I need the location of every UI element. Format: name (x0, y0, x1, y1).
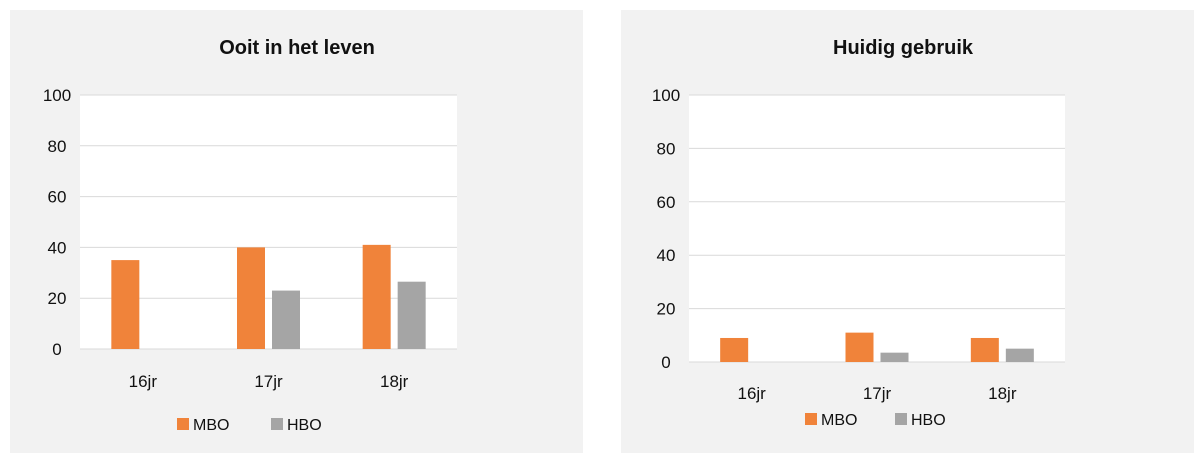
y-tick-label-ooit-20: 20 (48, 289, 67, 308)
legend-label-mbo: MBO (193, 417, 229, 434)
y-tick-label-huidig-40: 40 (657, 246, 676, 265)
y-tick-label-huidig-80: 80 (657, 139, 676, 158)
y-tick-label-huidig-100: 100 (652, 86, 680, 105)
legend-label-hbo: HBO (911, 412, 946, 429)
y-tick-label-huidig-20: 20 (657, 300, 676, 319)
bar-huidig-mbo-16jr (720, 337, 749, 362)
y-tick-label-huidig-60: 60 (657, 193, 676, 212)
legend-swatch-mbo (805, 413, 817, 425)
legend-label-hbo: HBO (287, 417, 322, 434)
legend-label-mbo: MBO (821, 412, 857, 429)
bar-huidig-hbo-17jr (880, 352, 909, 362)
x-tick-label-ooit-17jr: 17jr (254, 372, 283, 391)
bar-huidig-mbo-18jr (970, 337, 999, 362)
x-tick-label-huidig-18jr: 18jr (988, 384, 1017, 403)
plot-background-ooit (80, 95, 457, 349)
bar-ooit-mbo-17jr (237, 247, 265, 349)
legend-swatch-mbo (177, 418, 189, 430)
plot-background-huidig (689, 95, 1065, 362)
plot-area-ooit: 0 20 40 60 80 100 16jr 17jr 18jr (43, 86, 457, 391)
y-tick-label-ooit-0: 0 (52, 340, 61, 359)
chart-title-huidig: Huidig gebruik (833, 37, 974, 59)
bar-ooit-mbo-18jr (362, 244, 391, 349)
x-tick-label-huidig-17jr: 17jr (863, 384, 892, 403)
bar-ooit-hbo-18jr (397, 281, 426, 349)
legend-swatch-hbo (895, 413, 907, 425)
y-tick-label-ooit-40: 40 (48, 238, 67, 257)
x-tick-label-huidig-16jr: 16jr (737, 384, 766, 403)
y-tick-label-ooit-60: 60 (48, 188, 67, 207)
y-tick-label-ooit-80: 80 (48, 137, 67, 156)
x-tick-label-ooit-18jr: 18jr (380, 372, 409, 391)
legend-swatch-hbo (271, 418, 283, 430)
y-tick-label-ooit-100: 100 (43, 86, 71, 105)
bar-ooit-hbo-17jr (272, 290, 300, 349)
plot-area-huidig: 0 20 40 60 80 100 16jr 17jr 18jr (652, 86, 1065, 403)
chart-title-ooit: Ooit in het leven (219, 37, 375, 59)
chart-panel-ooit: Ooit in het leven 0 20 40 60 80 100 16jr 17jr 18… (10, 10, 583, 453)
bar-huidig-hbo-18jr (1005, 348, 1034, 362)
y-tick-label-huidig-0: 0 (661, 353, 670, 372)
bar-huidig-mbo-17jr (845, 332, 874, 362)
x-tick-label-ooit-16jr: 16jr (129, 372, 158, 391)
bar-ooit-mbo-16jr (111, 260, 140, 349)
legend-huidig: MBO HBO (805, 412, 946, 429)
legend-ooit: MBO HBO (177, 417, 322, 434)
